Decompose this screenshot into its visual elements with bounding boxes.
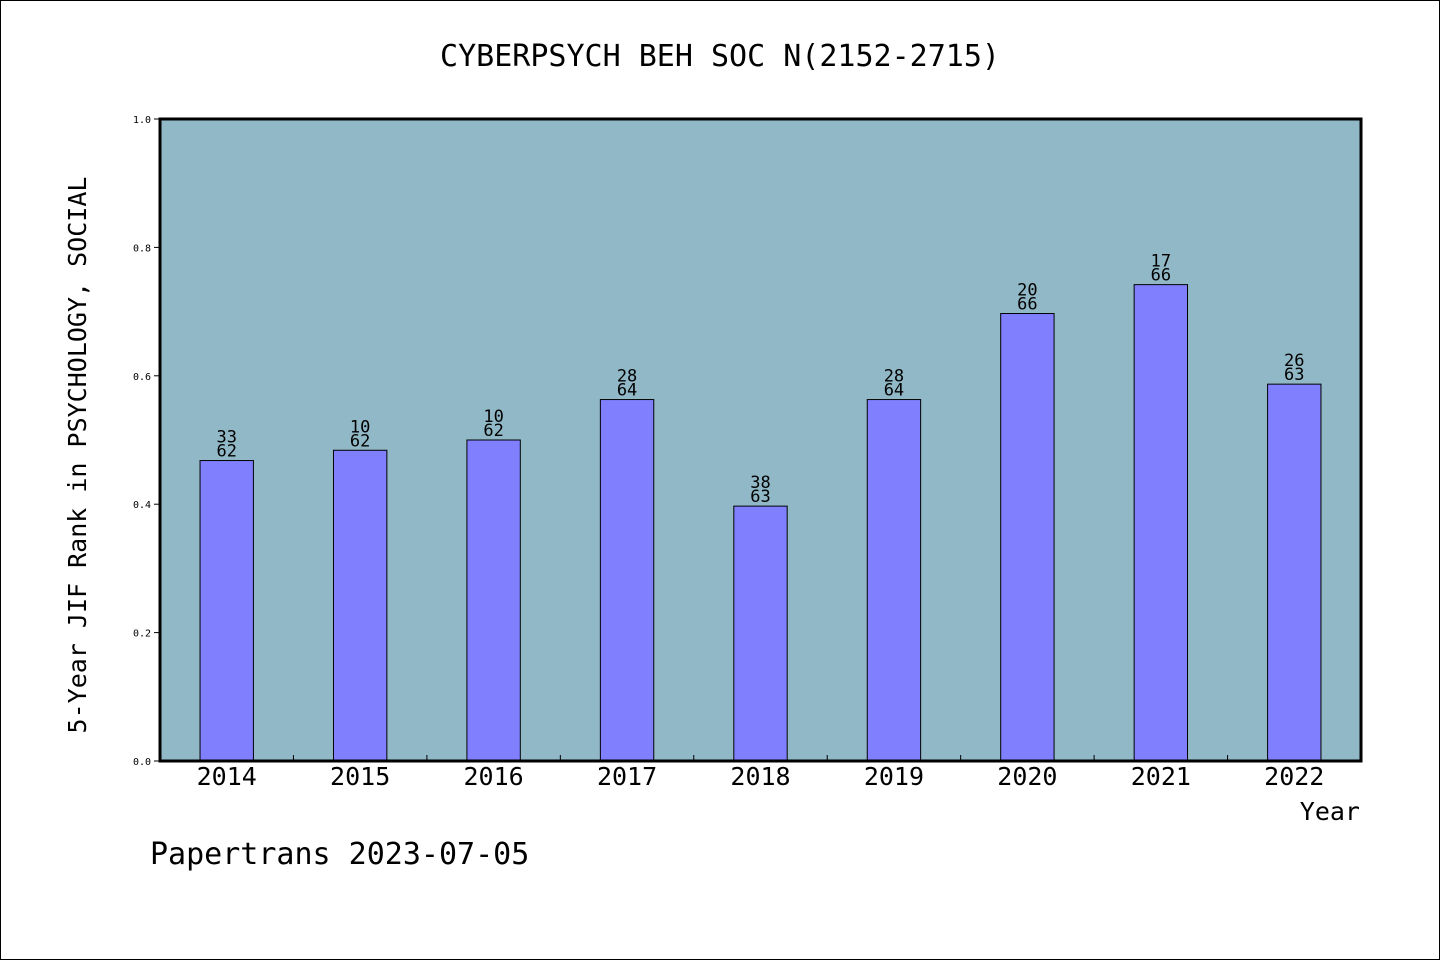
bar-label-2018-total: 63 — [750, 487, 770, 507]
y-axis-label: 5-Year JIF Rank in PSYCHOLOGY, SOCIAL — [63, 177, 92, 734]
bar-label-2022-rank: 26 — [1284, 351, 1304, 371]
y-tick-label: 0.0 — [133, 757, 151, 768]
bar-label-2020-rank: 20 — [1017, 281, 1037, 301]
bar-label-2014-rank: 33 — [216, 428, 236, 448]
x-tick-label-2018: 2018 — [730, 762, 790, 791]
x-tick-label-2015: 2015 — [330, 762, 390, 791]
y-tick-label: 0.8 — [133, 243, 151, 254]
x-tick-label-2020: 2020 — [997, 762, 1057, 791]
bar-label-2014-total: 62 — [216, 442, 236, 462]
bar-2020 — [1000, 313, 1055, 762]
footer-credit: Papertrans 2023-07-05 — [150, 837, 529, 872]
chart-title: CYBERPSYCH BEH SOC N(2152-2715) — [440, 39, 1000, 74]
bar-label-2021-total: 66 — [1151, 266, 1171, 286]
bar-2018 — [733, 505, 788, 762]
bar-2016 — [466, 439, 521, 762]
x-tick-label-2016: 2016 — [464, 762, 524, 791]
plot-border — [158, 117, 1363, 763]
bar-label-2019-total: 64 — [884, 381, 904, 401]
x-tick-label-2021: 2021 — [1131, 762, 1191, 791]
y-axis: 0.0 0.2 0.4 0.6 0.8 1.0 — [133, 115, 160, 768]
bars-group — [199, 284, 1322, 762]
bar-label-2016-total: 62 — [483, 421, 503, 441]
bar-label-2015-total: 62 — [350, 431, 370, 451]
bar-2014 — [199, 460, 254, 762]
y-tick-label: 0.6 — [133, 372, 151, 383]
bar-2015 — [332, 449, 388, 762]
bar-2019 — [866, 399, 922, 762]
x-tick-label-2019: 2019 — [864, 762, 924, 791]
y-tick-label: 0.4 — [133, 500, 151, 511]
y-tick-label: 1.0 — [133, 115, 151, 126]
bar-label-2016-rank: 10 — [483, 407, 503, 427]
bar-label-2017-total: 64 — [617, 381, 637, 401]
bar-2022 — [1267, 383, 1322, 762]
y-tick-label: 0.2 — [133, 629, 151, 640]
bar-label-2015-rank: 10 — [350, 417, 370, 437]
bar-label-2018-rank: 38 — [750, 473, 770, 493]
bar-label-2020-total: 66 — [1017, 295, 1037, 315]
bar-label-2019-rank: 28 — [884, 367, 904, 387]
x-axis: 2014 2015 2016 2017 2018 2019 2020 2021 2022 — [197, 755, 1324, 791]
bar-label-2022-total: 63 — [1284, 365, 1304, 385]
x-tick-label-2022: 2022 — [1264, 762, 1324, 791]
x-axis-label: Year — [1300, 797, 1360, 826]
x-tick-label-2014: 2014 — [197, 762, 257, 791]
x-tick-label-2017: 2017 — [597, 762, 657, 791]
bar-label-2017-rank: 28 — [617, 367, 637, 387]
bar-2017 — [599, 399, 655, 762]
bar-label-2021-rank: 17 — [1151, 252, 1171, 272]
bar-2021 — [1133, 284, 1189, 762]
